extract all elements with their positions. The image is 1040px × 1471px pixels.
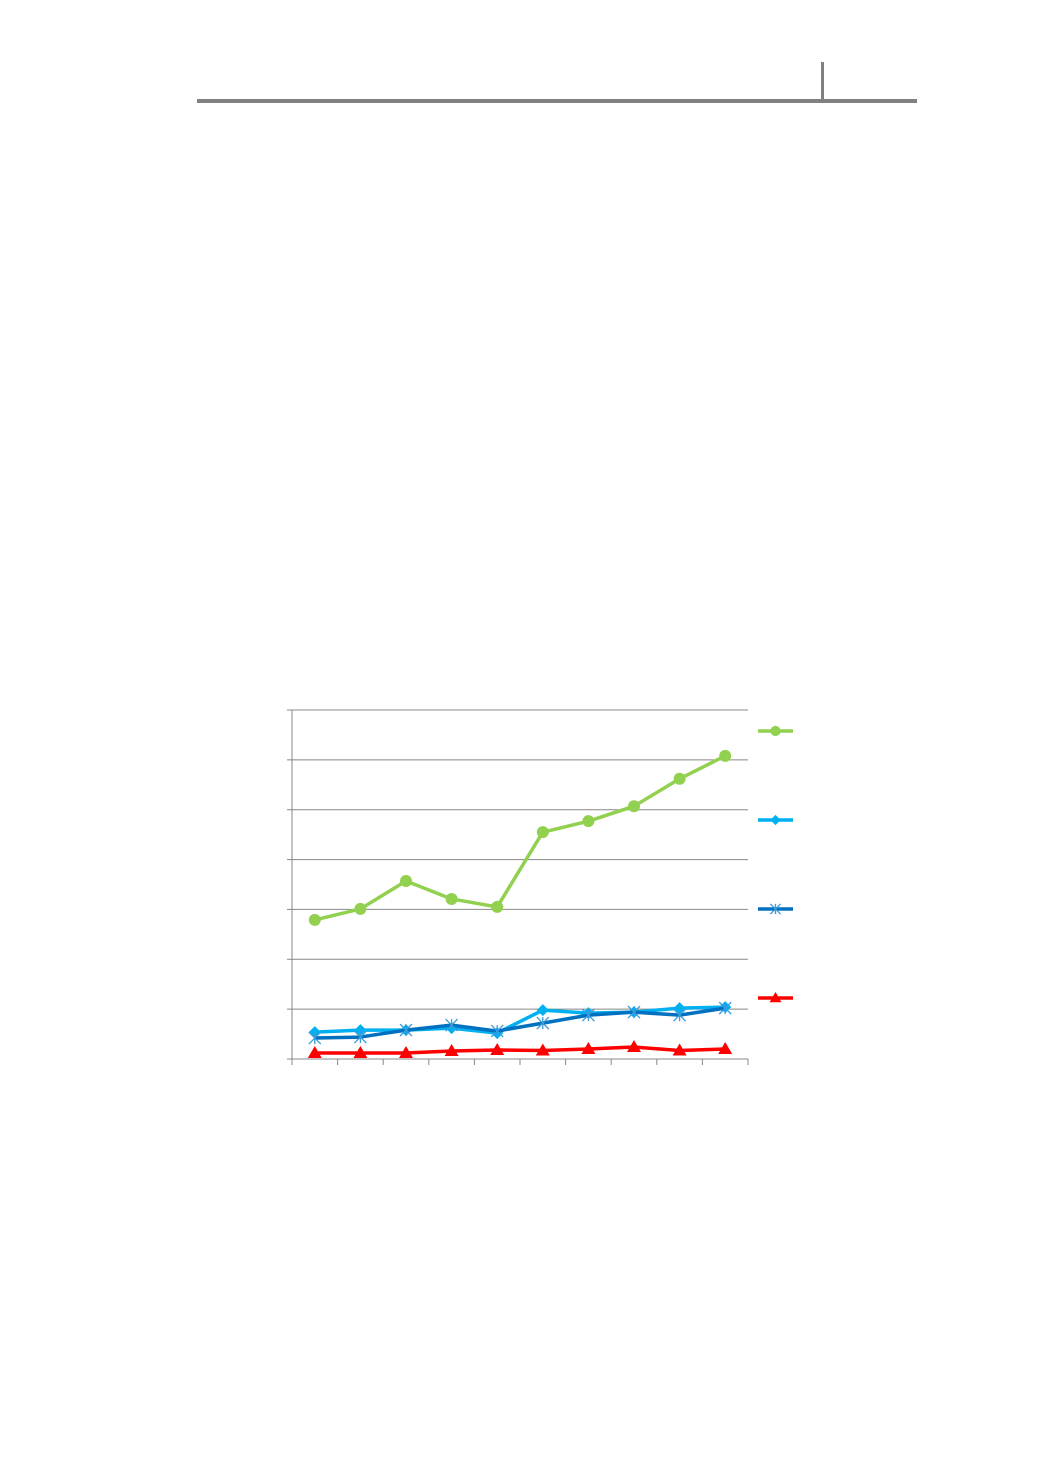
data-point: [673, 1002, 686, 1015]
data-point: [581, 1008, 595, 1022]
data-point: [491, 900, 504, 913]
data-point: [308, 1031, 322, 1045]
data-point: [445, 892, 458, 905]
data-point: [582, 815, 595, 828]
data-point: [536, 826, 549, 839]
data-point: [536, 1004, 549, 1017]
data-point: [399, 1023, 413, 1037]
data-point: [535, 1043, 550, 1056]
series-line: [314, 1045, 726, 1055]
data-point: [354, 1024, 367, 1037]
data-point: [581, 1042, 596, 1055]
data-point: [353, 1030, 367, 1044]
series-line: [314, 754, 726, 922]
data-point: [536, 1016, 550, 1030]
data-point: [307, 1046, 322, 1059]
header-rule: [197, 99, 917, 103]
data-point: [672, 1043, 687, 1056]
data-point: [627, 1040, 641, 1053]
data-point: [673, 772, 686, 785]
data-point: [718, 1001, 732, 1015]
legend-marker: [770, 814, 781, 826]
series-line: [314, 1006, 726, 1040]
data-point: [490, 1043, 505, 1056]
legend-marker: [770, 725, 781, 737]
legend-marker: [769, 992, 782, 1003]
data-point: [627, 1005, 641, 1019]
data-point: [354, 902, 367, 915]
header-tick: [821, 62, 824, 101]
data-point: [445, 1018, 459, 1032]
data-point: [353, 1046, 368, 1059]
data-point: [399, 1046, 413, 1059]
data-point: [444, 1044, 459, 1057]
data-point: [718, 1042, 733, 1055]
data-point: [308, 913, 321, 926]
data-point: [490, 1024, 504, 1038]
data-point: [628, 800, 640, 813]
data-point: [719, 749, 732, 762]
legend-marker: [769, 903, 782, 915]
series-line: [314, 1005, 726, 1035]
data-point: [400, 875, 412, 888]
data-point: [673, 1008, 687, 1022]
